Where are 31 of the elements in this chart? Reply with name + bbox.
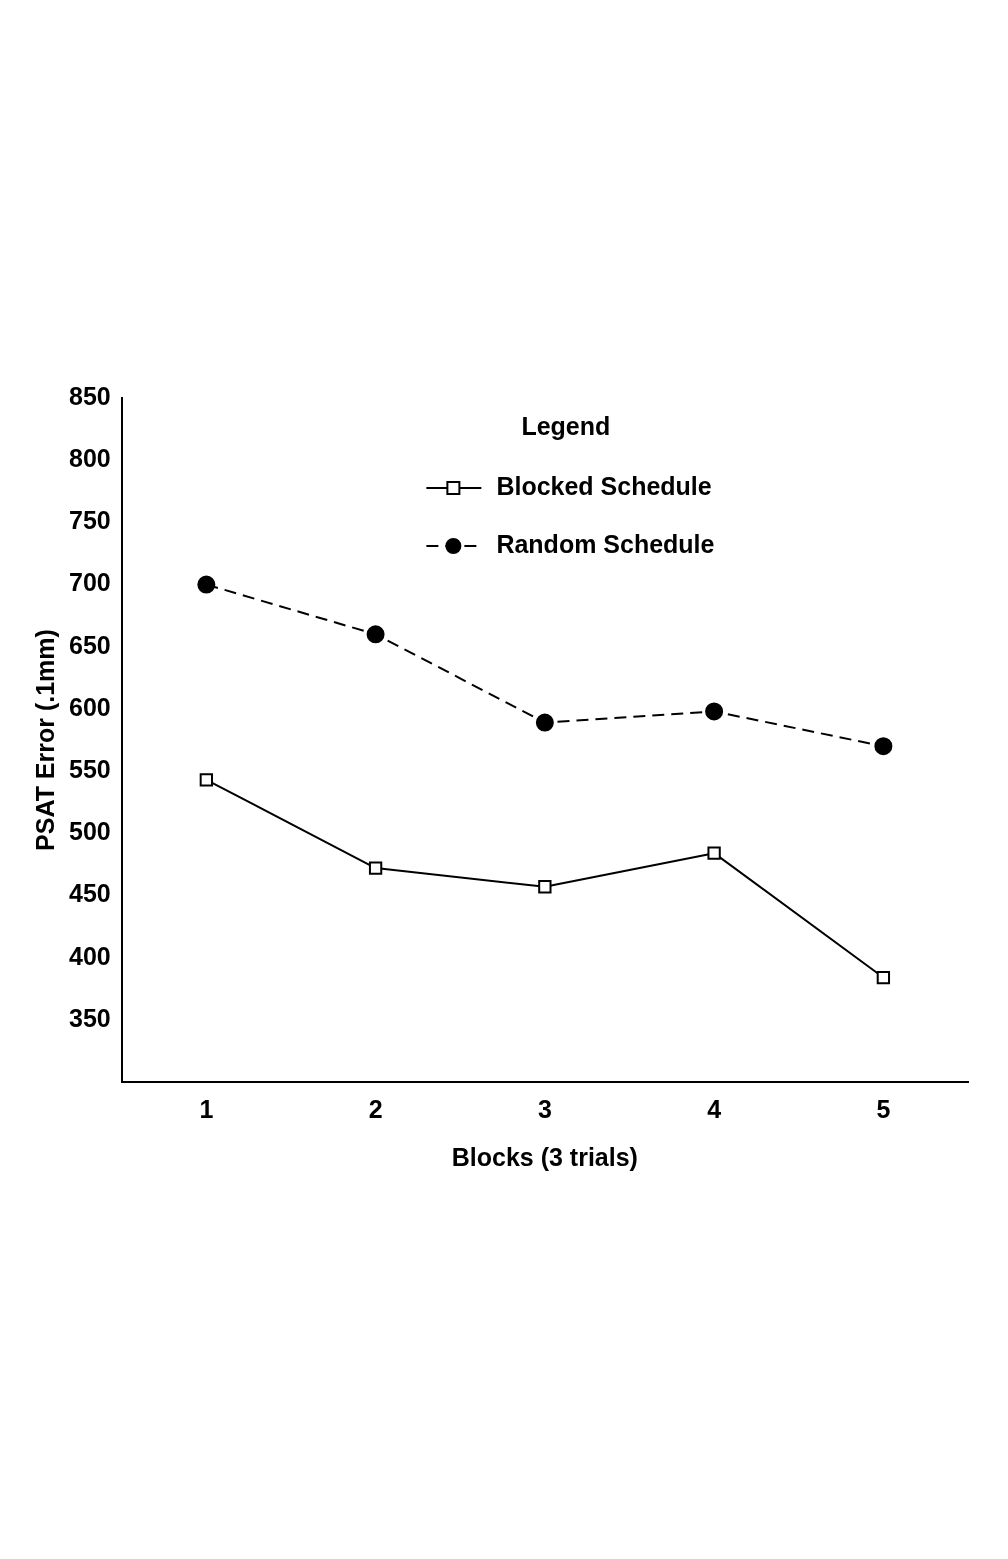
x-tick-label: 3: [537, 1094, 552, 1123]
x-tick-label: 5: [876, 1094, 891, 1123]
x-axis-title: Blocks (3 trials): [451, 1142, 638, 1171]
point: [707, 846, 721, 860]
y-tick-label: 550: [68, 754, 111, 783]
point: [705, 702, 724, 721]
y-tick-label: 750: [68, 506, 111, 535]
y-tick-label: 400: [68, 941, 111, 970]
legend-label: Random Schedule: [496, 529, 715, 558]
legend-title: Legend: [521, 411, 611, 440]
point: [197, 575, 216, 594]
point: [874, 737, 893, 756]
y-tick-label: 500: [68, 817, 111, 846]
point: [366, 625, 385, 644]
y-tick-label: 850: [68, 381, 111, 410]
y-tick-label: 800: [68, 444, 111, 473]
y-tick-label: 450: [68, 879, 111, 908]
point: [368, 861, 383, 875]
y-tick-label: 700: [68, 568, 111, 597]
point: [535, 713, 554, 732]
y-tick-label: 600: [68, 692, 111, 721]
y-tick-label: 650: [68, 630, 111, 659]
point: [199, 773, 213, 787]
y-tick-label: 350: [68, 1003, 111, 1032]
x-tick-label: 2: [368, 1094, 383, 1123]
x-tick-label: 4: [707, 1094, 722, 1123]
point: [876, 970, 891, 985]
legend-label: Blocked Schedule: [496, 471, 712, 500]
y-axis-title: PSAT Error (.1mm): [30, 629, 59, 851]
point: [538, 880, 552, 894]
x-tick-label: 1: [199, 1094, 214, 1123]
